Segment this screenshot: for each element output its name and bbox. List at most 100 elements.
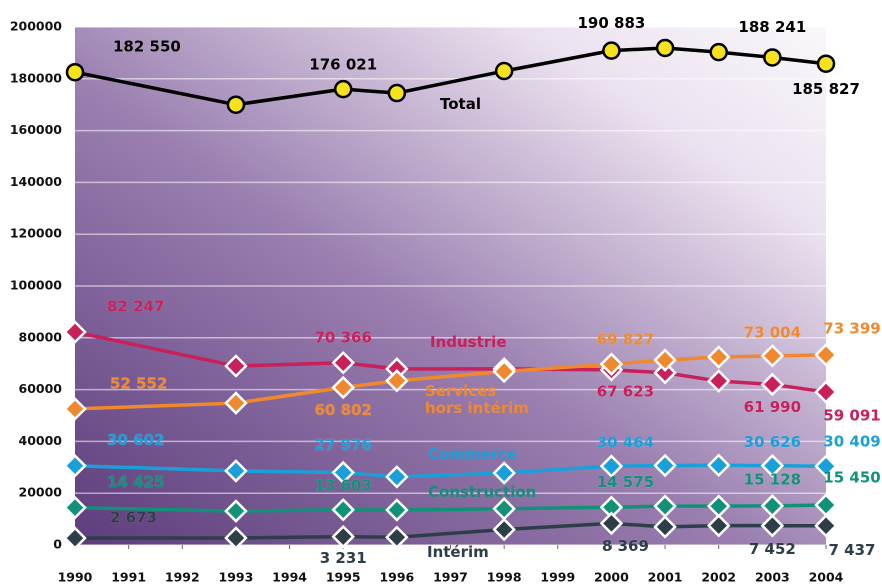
- x-tick-label: 1995: [326, 570, 361, 585]
- point-marker: [331, 350, 355, 375]
- point-marker: [333, 79, 353, 99]
- value-label: 59 091: [823, 406, 880, 424]
- point-marker: [65, 62, 85, 82]
- point-marker: [814, 380, 838, 404]
- series-line: [74, 503, 827, 513]
- y-tick-label: 180000: [10, 70, 62, 85]
- value-label: 7 452: [749, 540, 796, 558]
- value-label: 69 827: [597, 331, 654, 349]
- y-tick-label: 40000: [19, 433, 63, 448]
- y-tick-label: 160000: [10, 122, 62, 137]
- x-tick-label: 1990: [58, 570, 93, 585]
- series-label: Total: [440, 95, 481, 113]
- point-marker: [224, 354, 248, 378]
- x-tick-label: 2002: [701, 570, 736, 585]
- value-label: 82 247: [107, 297, 164, 315]
- point-marker: [387, 83, 407, 103]
- value-label: 182 550: [113, 38, 181, 56]
- point-marker: [760, 344, 785, 368]
- y-tick-label: 20000: [19, 485, 63, 500]
- x-tick-label: 1994: [272, 570, 307, 585]
- point-marker: [814, 343, 838, 367]
- point-marker: [63, 495, 87, 520]
- series-line: [74, 353, 827, 411]
- series-line: [74, 46, 827, 107]
- point-marker: [602, 41, 621, 60]
- value-label: 73 399: [823, 319, 880, 337]
- value-label: 73 004: [744, 323, 801, 341]
- point-marker: [599, 511, 624, 536]
- value-label: 185 827: [792, 80, 860, 98]
- y-tick-label: 80000: [19, 329, 63, 344]
- point-marker: [226, 95, 246, 114]
- point-marker: [814, 513, 838, 538]
- point-marker: [331, 460, 355, 485]
- value-label: 61 990: [744, 398, 801, 416]
- x-tick-label: 1998: [487, 570, 522, 585]
- value-label: 30 602: [107, 431, 164, 449]
- point-marker: [599, 454, 624, 478]
- value-label: 60 802: [315, 401, 372, 419]
- point-marker: [760, 453, 785, 478]
- point-marker: [224, 499, 248, 523]
- x-tick-label: 2004: [809, 570, 844, 585]
- point-marker: [706, 345, 731, 369]
- point-marker: [653, 453, 677, 478]
- value-label: 7 437: [829, 541, 876, 559]
- value-label: 188 241: [738, 18, 806, 36]
- point-marker: [760, 372, 785, 397]
- point-marker: [492, 517, 516, 542]
- value-label: 176 021: [309, 56, 377, 74]
- value-label: 2 673: [110, 509, 157, 527]
- value-label: 30 464: [597, 434, 654, 452]
- value-label: 3 231: [320, 549, 367, 567]
- value-label: 14 425: [107, 473, 164, 491]
- y-tick-label: 60000: [19, 381, 63, 396]
- point-marker: [816, 54, 836, 73]
- point-marker: [385, 465, 409, 489]
- point-marker: [385, 525, 409, 549]
- value-label: 67 623: [597, 382, 654, 400]
- y-tick-label: 140000: [10, 174, 62, 189]
- point-marker: [331, 524, 355, 549]
- point-marker: [706, 453, 731, 477]
- x-tick-label: 2003: [755, 570, 790, 585]
- series-label: Intérim: [427, 543, 489, 561]
- series-label: Commerce: [428, 445, 518, 463]
- point-marker: [224, 391, 248, 415]
- x-tick-label: 1999: [540, 570, 575, 585]
- value-label: 15 450: [823, 468, 880, 486]
- point-marker: [331, 498, 355, 522]
- point-marker: [224, 459, 248, 483]
- point-marker: [331, 375, 355, 400]
- value-label: 15 128: [744, 470, 801, 488]
- point-marker: [599, 352, 624, 376]
- y-tick-label: 200000: [10, 19, 62, 34]
- series-line: [74, 521, 827, 540]
- x-tick-label: 2001: [648, 570, 683, 585]
- point-marker: [63, 453, 87, 478]
- point-marker: [63, 397, 87, 421]
- point-marker: [653, 515, 677, 539]
- point-marker: [63, 320, 87, 344]
- series-label: Industrie: [430, 333, 507, 351]
- x-tick-label: 1997: [433, 570, 468, 585]
- value-label: 14 575: [597, 473, 654, 491]
- point-marker: [814, 454, 838, 479]
- point-marker: [494, 61, 514, 81]
- point-marker: [760, 513, 785, 538]
- value-label: 8 369: [602, 537, 649, 555]
- point-marker: [709, 42, 728, 62]
- value-label: 30 409: [823, 433, 880, 451]
- point-marker: [385, 369, 409, 393]
- series-line: [74, 463, 827, 479]
- point-marker: [492, 359, 516, 384]
- point-marker: [706, 369, 731, 393]
- y-tick-label: 120000: [10, 226, 62, 241]
- point-marker: [655, 38, 675, 58]
- y-tick-label: 100000: [10, 278, 62, 293]
- point-marker: [706, 513, 731, 538]
- x-tick-label: 1991: [111, 570, 146, 585]
